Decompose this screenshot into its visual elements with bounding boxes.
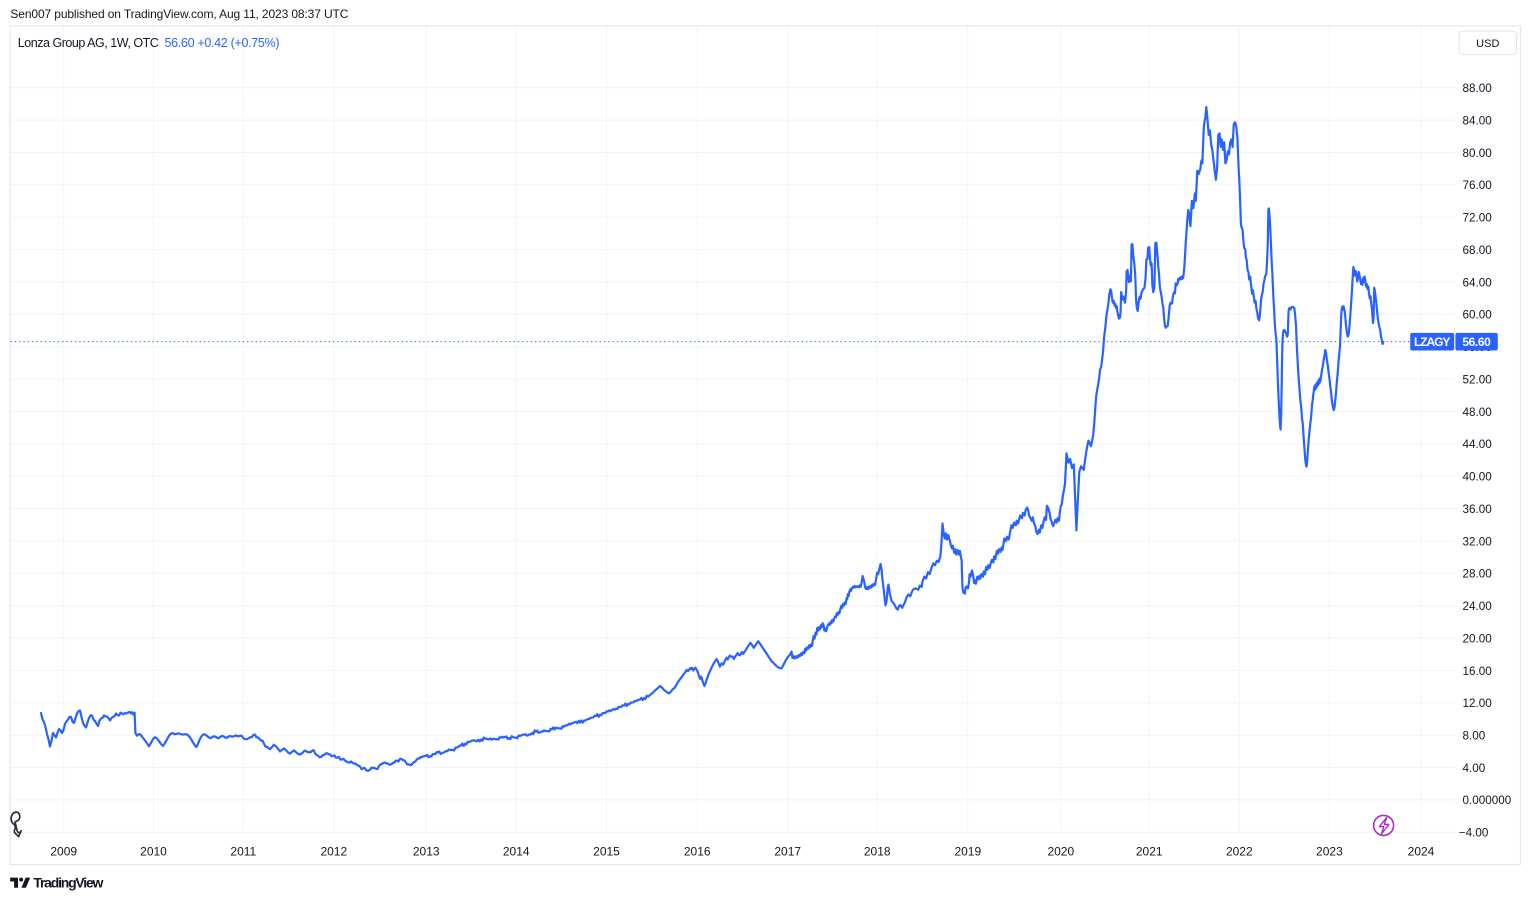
svg-text:8.00: 8.00: [1463, 730, 1486, 743]
svg-text:Sen007 published on TradingVie: Sen007 published on TradingView.com, Aug…: [10, 7, 348, 21]
svg-text:32.00: 32.00: [1463, 535, 1493, 548]
svg-text:2019: 2019: [954, 844, 981, 858]
svg-text:52.00: 52.00: [1463, 373, 1493, 386]
svg-text:68.00: 68.00: [1463, 244, 1493, 257]
svg-text:28.00: 28.00: [1463, 568, 1493, 581]
svg-text:44.00: 44.00: [1463, 438, 1493, 451]
svg-text:2012: 2012: [320, 844, 347, 858]
svg-text:56.60 +0.42 (+0.75%): 56.60 +0.42 (+0.75%): [165, 36, 280, 50]
svg-text:76.00: 76.00: [1463, 179, 1493, 192]
svg-text:2021: 2021: [1136, 844, 1163, 858]
svg-text:60.00: 60.00: [1463, 309, 1493, 322]
svg-text:LZAGY: LZAGY: [1414, 335, 1451, 349]
svg-text:0.000000: 0.000000: [1463, 794, 1512, 807]
svg-text:72.00: 72.00: [1463, 212, 1493, 225]
svg-text:24.00: 24.00: [1463, 600, 1493, 613]
svg-text:2020: 2020: [1047, 844, 1074, 858]
svg-text:36.00: 36.00: [1463, 503, 1493, 516]
svg-text:2009: 2009: [50, 844, 77, 858]
svg-text:80.00: 80.00: [1463, 147, 1493, 160]
svg-text:2010: 2010: [140, 844, 167, 858]
svg-text:2013: 2013: [413, 844, 440, 858]
svg-text:64.00: 64.00: [1463, 276, 1493, 289]
svg-text:40.00: 40.00: [1463, 471, 1493, 484]
svg-text:2022: 2022: [1226, 844, 1253, 858]
svg-text:−4.00: −4.00: [1459, 827, 1489, 840]
svg-text:84.00: 84.00: [1463, 114, 1493, 127]
svg-text:2024: 2024: [1408, 844, 1435, 858]
svg-text:2017: 2017: [774, 844, 801, 858]
svg-text:4.00: 4.00: [1463, 762, 1486, 775]
svg-text:2014: 2014: [503, 844, 530, 858]
svg-text:20.00: 20.00: [1463, 632, 1493, 645]
svg-text:2015: 2015: [593, 844, 620, 858]
svg-text:56.60: 56.60: [1462, 335, 1491, 349]
svg-text:2011: 2011: [230, 844, 256, 858]
svg-text:12.00: 12.00: [1463, 697, 1493, 710]
svg-text:2023: 2023: [1316, 844, 1343, 858]
svg-text:48.00: 48.00: [1463, 406, 1493, 419]
svg-text:2018: 2018: [864, 844, 891, 858]
svg-text:Lonza Group AG, 1W, OTC: Lonza Group AG, 1W, OTC: [18, 36, 159, 50]
svg-text:USD: USD: [1476, 38, 1499, 50]
svg-text:16.00: 16.00: [1463, 665, 1493, 678]
svg-text:TradingView: TradingView: [33, 874, 103, 890]
svg-text:88.00: 88.00: [1463, 82, 1493, 95]
svg-text:2016: 2016: [684, 844, 711, 858]
